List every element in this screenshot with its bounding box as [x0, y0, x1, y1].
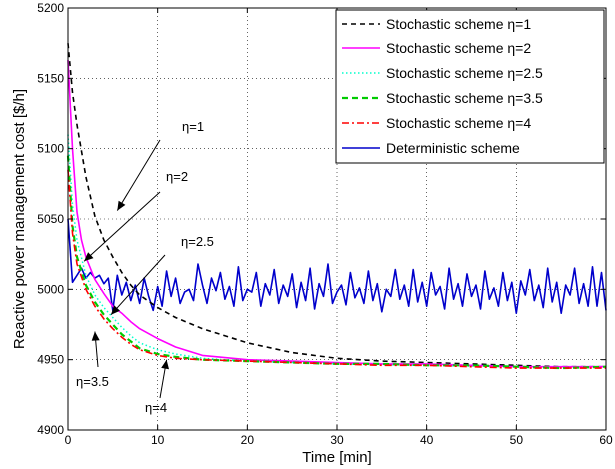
series-line-stochastic-scheme-3-5: [66, 155, 607, 370]
legend-label-eta2: Stochastic scheme η=2: [386, 40, 531, 56]
series-line-deterministic-scheme: [67, 218, 607, 314]
x-tick-label: 10: [151, 433, 165, 447]
annotation-arrow-2: [83, 191, 161, 262]
series-line-stochastic-scheme-2: [67, 59, 606, 368]
legend-label-eta1: Stochastic scheme η=1: [386, 16, 531, 32]
x-axis-title: Time [min]: [302, 449, 371, 466]
x-tick-label: 50: [510, 433, 524, 447]
legend-label-eta2-5: Stochastic scheme η=2.5: [386, 65, 543, 81]
annotation-label-eta1: η=1: [182, 119, 204, 134]
annotation-arrow-1: [116, 139, 161, 211]
series-line-stochastic-scheme-4: [67, 169, 606, 369]
annotation-arrowhead-2: [84, 252, 94, 262]
x-tick-label: 60: [599, 433, 613, 447]
y-tick-label: 4900: [37, 423, 64, 437]
annotation-arrowhead-1: [117, 200, 126, 211]
y-tick-label: 5150: [37, 71, 64, 85]
annotation-label-eta2-5: η=2.5: [181, 234, 214, 249]
x-tick-label: 0: [65, 433, 72, 447]
legend-label-eta3-5: Stochastic scheme η=3.5: [386, 90, 543, 106]
series-layer: [66, 43, 607, 370]
legend-swatches: [342, 23, 380, 149]
legend: Stochastic scheme η=1 Stochastic scheme …: [335, 9, 605, 164]
annotation-label-eta4: η=4: [145, 400, 167, 415]
legend-label-deterministic: Deterministic scheme: [386, 140, 520, 156]
y-tick-label: 5200: [37, 1, 64, 15]
y-tick-label: 5050: [37, 212, 64, 226]
ticks: 0 10 20 30 40 50 60 4900 4950 5000 5050 5100 5150 520…: [37, 1, 613, 447]
x-tick-label: 40: [420, 433, 434, 447]
annotation-arrowhead-4: [161, 359, 169, 370]
series-line-stochastic-scheme-1: [67, 43, 606, 368]
y-axis-title: Reactive power management cost [$/h]: [11, 89, 28, 349]
series-line-stochastic-scheme-2-5: [67, 134, 606, 368]
x-tick-label: 20: [241, 433, 255, 447]
y-tick-label: 4950: [37, 353, 64, 367]
legend-box: [335, 9, 605, 164]
annotation-arrowhead-2-5: [111, 305, 120, 315]
annotation-label-eta2: η=2: [166, 169, 188, 184]
legend-label-eta4: Stochastic scheme η=4: [386, 115, 531, 131]
x-tick-label: 30: [330, 433, 344, 447]
y-tick-label: 5100: [37, 142, 64, 156]
annotation-arrowhead-3-5: [91, 331, 100, 341]
annotations: η=1 η=2 η=2.5 η=3.5 η=4: [76, 119, 214, 415]
y-tick-label: 5000: [37, 282, 64, 296]
annotation-arrow-2-5: [110, 254, 166, 315]
annotation-label-eta3-5: η=3.5: [76, 374, 109, 389]
